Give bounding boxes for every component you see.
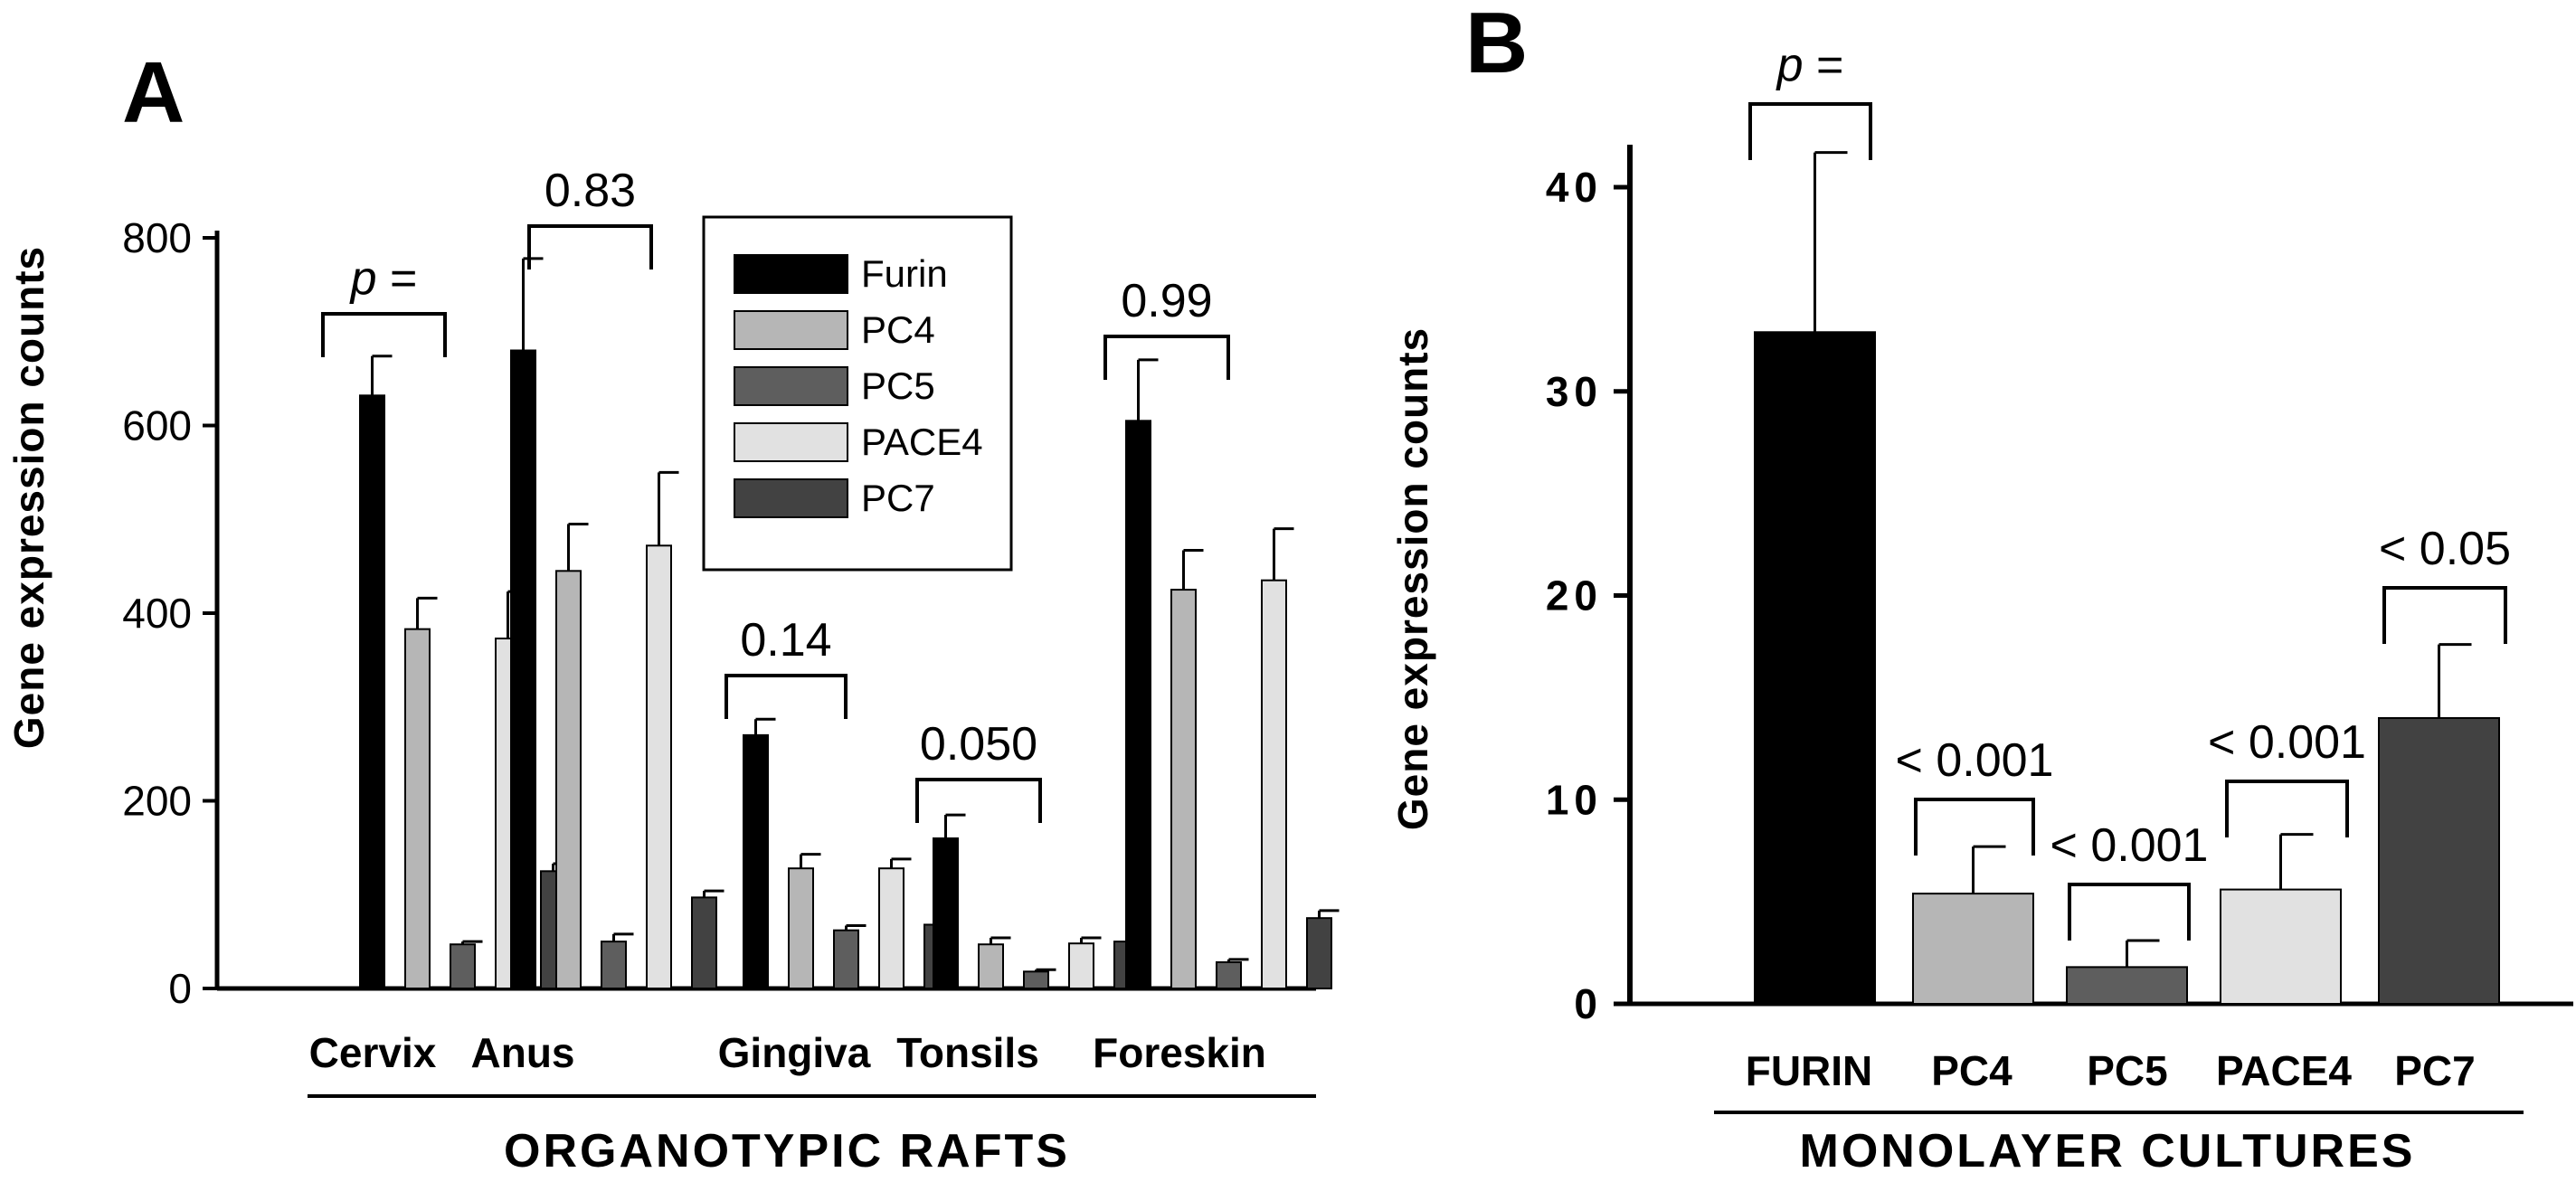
panel-b-significance-bracket-label: < 0.05 [2379, 523, 2511, 575]
panel-a-legend-swatch [734, 478, 848, 518]
panel-a-bar [404, 628, 431, 989]
panel-a-category-label: Cervix [309, 1029, 437, 1076]
panel-b-significance-bracket-label: < 0.001 [1896, 734, 2054, 787]
panel-b-significance-bracket: < 0.001 [1896, 734, 2054, 856]
panel-a-y-tick-label: 200 [122, 778, 192, 825]
panel-a-significance-bracket-label: 0.83 [545, 165, 636, 217]
panel-a-legend-swatch [734, 366, 848, 406]
panel-a-bar [788, 867, 814, 990]
panel-a-bar [510, 349, 536, 989]
panel-a-bar [646, 544, 672, 989]
panel-a-legend: Furin PC4 PC5 PACE4 PC7 [702, 215, 1013, 572]
panel-b-significance-bracket-line [1914, 798, 2035, 856]
panel-a-significance-bracket-line [724, 674, 848, 719]
panel-a-significance-bracket: p = [321, 252, 447, 357]
panel-a-chart: 0 200 400 600 800 Cervix Anus Gingiva Tonsils For… [122, 165, 1340, 1098]
panel-b-bar [1912, 893, 2034, 1005]
panel-b-bar [2220, 888, 2342, 1006]
panel-b-ylabel: Gene expression counts [1389, 327, 1436, 830]
panel-a-category-label: Foreskin [1093, 1029, 1266, 1076]
panel-a-bar [743, 733, 769, 989]
panel-a-significance-bracket-label: p = [349, 252, 418, 305]
panel-b-letter: B [1465, 0, 1528, 91]
panel-b-significance-bracket: p = [1748, 39, 1872, 160]
panel-b-category-label: PC5 [2087, 1047, 2167, 1094]
panel-a-bar [1306, 917, 1332, 989]
panel-b-bar [2066, 966, 2188, 1005]
panel-b-significance-bracket: < 0.001 [2208, 716, 2366, 837]
panel-a-legend-label: PC7 [861, 477, 935, 519]
panel-a-significance-bracket-line [321, 312, 447, 357]
panel-a-bar [1261, 579, 1287, 989]
panel-a-bar [359, 394, 385, 989]
panel-b-bar [2378, 716, 2500, 1005]
panel-a-letter: A [122, 44, 185, 141]
panel-b-chart: 0 10 20 30 40 FURIN PC4 PC5 PACE4 PC7 p = < 0.001 < … [1546, 39, 2573, 1114]
panel-a-bar [691, 896, 717, 989]
panel-a-significance-bracket: 0.99 [1103, 275, 1230, 380]
panel-a-y-tick-label: 400 [122, 590, 192, 637]
panel-a-significance-bracket-label: 0.99 [1121, 275, 1212, 327]
panel-b-category-label: PACE4 [2216, 1047, 2352, 1094]
panel-a-ylabel: Gene expression counts [5, 246, 52, 749]
panel-a-bar [978, 943, 1004, 990]
panel-a-bar [933, 837, 959, 989]
panel-b-significance-bracket-label: < 0.001 [2208, 716, 2366, 769]
panel-b-y-tick-label: 0 [1574, 980, 1603, 1027]
panel-b-group-label: MONOLAYER CULTURES [1800, 1125, 2416, 1177]
panel-a-category-label: Anus [471, 1029, 575, 1076]
panel-a-significance-bracket-line [1103, 335, 1230, 380]
panel-a-bar [1216, 960, 1242, 989]
panel-a-significance-bracket-label: 0.14 [740, 614, 831, 667]
panel-a-bar [555, 570, 582, 989]
panel-a-significance-bracket-label: 0.050 [920, 718, 1037, 771]
panel-a-legend-label: PC5 [861, 364, 935, 407]
panel-b-significance-bracket: < 0.001 [2050, 819, 2209, 941]
panel-a-y-tick-label: 0 [168, 965, 192, 1012]
panel-a-legend-swatch [734, 254, 848, 294]
panel-a-bar [1170, 589, 1197, 989]
panel-a-significance-bracket-line [527, 224, 653, 269]
panel-b-y-tick-label: 10 [1546, 776, 1603, 823]
panel-a-bar [878, 867, 904, 990]
panel-b-significance-bracket-label: < 0.001 [2050, 819, 2209, 872]
panel-a-y-tick-label: 800 [122, 214, 192, 261]
panel-a-legend-swatch [734, 422, 848, 462]
panel-b-y-tick-label: 20 [1546, 572, 1603, 619]
panel-b-y-tick-label: 40 [1546, 164, 1603, 211]
panel-a-category-label: Gingiva [718, 1029, 871, 1076]
panel-a-significance-bracket: 0.83 [527, 165, 653, 269]
panel-b-significance-bracket-line [2382, 586, 2507, 644]
panel-b-significance-bracket: < 0.05 [2379, 523, 2511, 644]
panel-b-category-label: FURIN [1746, 1047, 1873, 1094]
panel-a-significance-bracket: 0.14 [724, 614, 848, 719]
panel-a-bar [450, 943, 476, 990]
panel-a-bar [601, 941, 627, 989]
panel-a-legend-label: PC4 [861, 308, 935, 351]
panel-a-significance-bracket-line [915, 778, 1042, 823]
panel-a-legend-label: Furin [861, 252, 948, 295]
panel-a-bar [1023, 970, 1049, 989]
panel-a-category-label: Tonsils [896, 1029, 1039, 1076]
panel-a-legend-label: PACE4 [861, 421, 983, 463]
panel-b-y-tick-label: 30 [1546, 368, 1603, 415]
panel-b-significance-bracket-line [1748, 102, 1872, 160]
panel-b-significance-bracket-line [2068, 883, 2191, 941]
panel-a-significance-bracket: 0.050 [915, 718, 1042, 823]
panel-b-category-label: PC7 [2394, 1047, 2475, 1094]
panel-a-y-tick-label: 600 [122, 402, 192, 449]
panel-b-category-label: PC4 [1931, 1047, 2012, 1094]
panel-a-bar [1068, 942, 1094, 989]
panel-a-bar [1125, 420, 1151, 989]
panel-a-group-label: ORGANOTYPIC RAFTS [504, 1125, 1070, 1177]
panel-b-bar [1754, 331, 1876, 1006]
panel-a-bar [833, 929, 859, 990]
panel-b-significance-bracket-label: p = [1776, 39, 1844, 91]
panel-b-significance-bracket-line [2225, 780, 2349, 837]
panel-a-legend-swatch [734, 310, 848, 350]
